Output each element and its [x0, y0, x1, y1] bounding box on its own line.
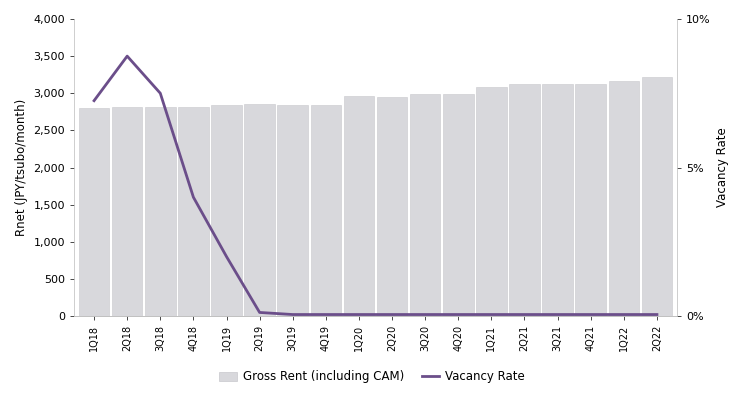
Bar: [112, 107, 142, 316]
Bar: [310, 105, 341, 316]
Y-axis label: Vacancy Rate: Vacancy Rate: [716, 128, 729, 207]
Bar: [344, 96, 374, 316]
Bar: [443, 94, 473, 316]
Bar: [376, 97, 407, 316]
Bar: [575, 84, 606, 316]
Bar: [509, 84, 539, 316]
Bar: [79, 108, 109, 316]
Bar: [641, 77, 672, 316]
Bar: [476, 87, 507, 316]
Y-axis label: Rnet (JPY/tsubo/month): Rnet (JPY/tsubo/month): [15, 99, 28, 236]
Bar: [178, 107, 208, 316]
Bar: [278, 105, 308, 316]
Bar: [410, 94, 440, 316]
Bar: [211, 105, 242, 316]
Bar: [542, 84, 573, 316]
Legend: Gross Rent (including CAM), Vacancy Rate: Gross Rent (including CAM), Vacancy Rate: [214, 366, 530, 388]
Bar: [244, 104, 275, 316]
Bar: [609, 81, 639, 316]
Bar: [145, 107, 176, 316]
